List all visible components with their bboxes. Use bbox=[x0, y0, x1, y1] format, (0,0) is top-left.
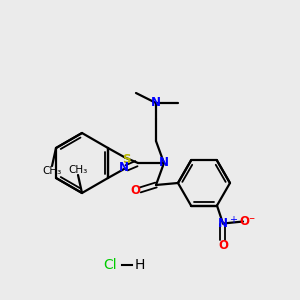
Text: N: N bbox=[159, 157, 169, 169]
Text: N: N bbox=[218, 217, 228, 230]
Text: CH₃: CH₃ bbox=[68, 165, 88, 175]
Text: O: O bbox=[130, 184, 140, 196]
Text: S: S bbox=[122, 153, 130, 166]
Text: O: O bbox=[218, 239, 228, 252]
Text: CH₃: CH₃ bbox=[42, 166, 62, 176]
Text: +: + bbox=[229, 214, 237, 224]
Text: O⁻: O⁻ bbox=[240, 215, 256, 228]
Text: N: N bbox=[151, 97, 161, 110]
Text: H: H bbox=[135, 258, 145, 272]
Text: Cl: Cl bbox=[103, 258, 117, 272]
Text: N: N bbox=[119, 161, 129, 174]
